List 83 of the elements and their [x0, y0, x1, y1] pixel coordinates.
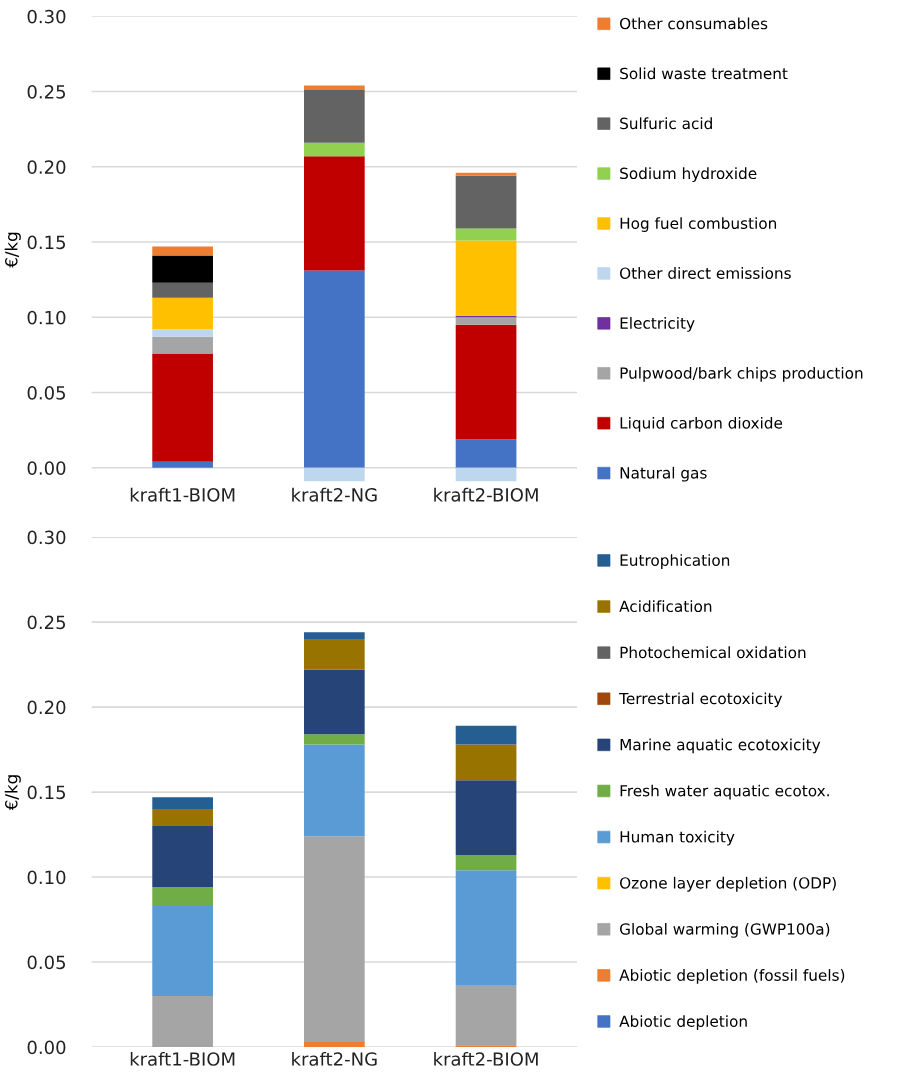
bar [152, 329, 213, 337]
x-tick-label: kraft2-NG [292, 487, 377, 502]
legend-label: Terrestrial ecotoxicity [619, 692, 783, 708]
y-tick-label: 0.05 [27, 385, 66, 400]
bar [152, 246, 213, 256]
bar [152, 255, 213, 283]
legend-label: Other direct emissions [620, 267, 791, 279]
bar [455, 439, 517, 468]
bar [455, 175, 517, 229]
bar [152, 826, 213, 888]
y-tick-label: 0.30 [27, 9, 66, 24]
bar [455, 985, 517, 1046]
bar [304, 632, 365, 640]
legend-label: Acidification [619, 600, 712, 613]
legend-label: Global warming (GWP100a) [620, 922, 830, 938]
bar [152, 336, 213, 354]
legend-label: Solid waste treatment [620, 67, 788, 80]
bar [304, 836, 365, 1042]
y-tick-label: 0.00 [27, 1040, 66, 1055]
bar [455, 324, 517, 440]
y-tick-label: 0.05 [27, 955, 66, 970]
bar [455, 172, 517, 176]
y-tick-label: 0.15 [27, 235, 66, 250]
legend-label: Hog fuel combustion [620, 217, 777, 232]
legend-label: Marine aquatic ecotoxicity [620, 738, 821, 754]
bar [304, 467, 365, 482]
bar [304, 90, 365, 143]
bar [455, 240, 517, 316]
legend-label: Abiotic depletion (fossil fuels) [619, 969, 845, 984]
y-tick-label: 0.10 [27, 310, 66, 325]
legend-label: Pulpwood/bark chips production [620, 366, 863, 382]
x-tick-label: kraft1-BIOM [130, 1051, 235, 1066]
legend-label: Eutrophication [620, 554, 730, 569]
legend-label: Other consumables [620, 17, 768, 30]
bar [152, 353, 213, 462]
x-tick-label: kraft1-BIOM [130, 487, 235, 502]
y-tick-label: 0.30 [27, 530, 66, 545]
y-tick-label: 0.10 [27, 870, 66, 885]
bar [455, 725, 517, 745]
bar [455, 228, 517, 241]
legend-label: Fresh water aquatic ecotox. [620, 784, 829, 800]
bar [304, 639, 365, 670]
bar [152, 282, 213, 298]
bar [304, 270, 365, 468]
bar [152, 996, 213, 1048]
legend-label: Sodium hydroxide [620, 167, 757, 183]
legend-label: Abiotic depletion [619, 1015, 747, 1030]
y-tick-label: 0.00 [27, 461, 66, 475]
bar [304, 669, 365, 735]
bar [304, 142, 365, 157]
bar [152, 297, 213, 330]
y-tick-label: 0.25 [27, 615, 66, 630]
y-tick-label: 0.25 [27, 84, 66, 99]
x-tick-label: kraft2-NG [292, 1051, 377, 1066]
x-tick-label: kraft2-BIOM [434, 1051, 538, 1066]
bar [455, 317, 517, 325]
bar [152, 809, 213, 827]
x-tick-label: kraft2-BIOM [434, 487, 538, 502]
bar [455, 467, 517, 482]
bar [455, 854, 517, 871]
bar [304, 1041, 365, 1048]
legend-label: Liquid carbon dioxide [620, 416, 783, 432]
legend-label: Photochemical oxidation [620, 646, 806, 659]
bar [152, 461, 213, 468]
legend-label: Human toxicity [620, 830, 735, 846]
legend-label: Sulfuric acid [620, 117, 712, 130]
y-axis-title: €/kg [4, 775, 21, 811]
bar [152, 797, 213, 810]
bar [152, 905, 213, 997]
legend-label: Natural gas [620, 466, 707, 482]
bar [152, 887, 213, 906]
bar [304, 156, 365, 271]
bar [304, 744, 365, 837]
y-tick-label: 0.15 [27, 785, 66, 800]
legend-label: Electricity [620, 317, 695, 332]
y-tick-label: 0.20 [27, 700, 66, 715]
bar [455, 870, 517, 986]
bar [455, 780, 517, 855]
legend-label: Ozone layer depletion (ODP) [620, 876, 836, 892]
bar [304, 734, 365, 745]
y-tick-label: 0.20 [27, 160, 66, 174]
y-axis-title: €/kg [4, 232, 21, 268]
bar [455, 744, 517, 781]
